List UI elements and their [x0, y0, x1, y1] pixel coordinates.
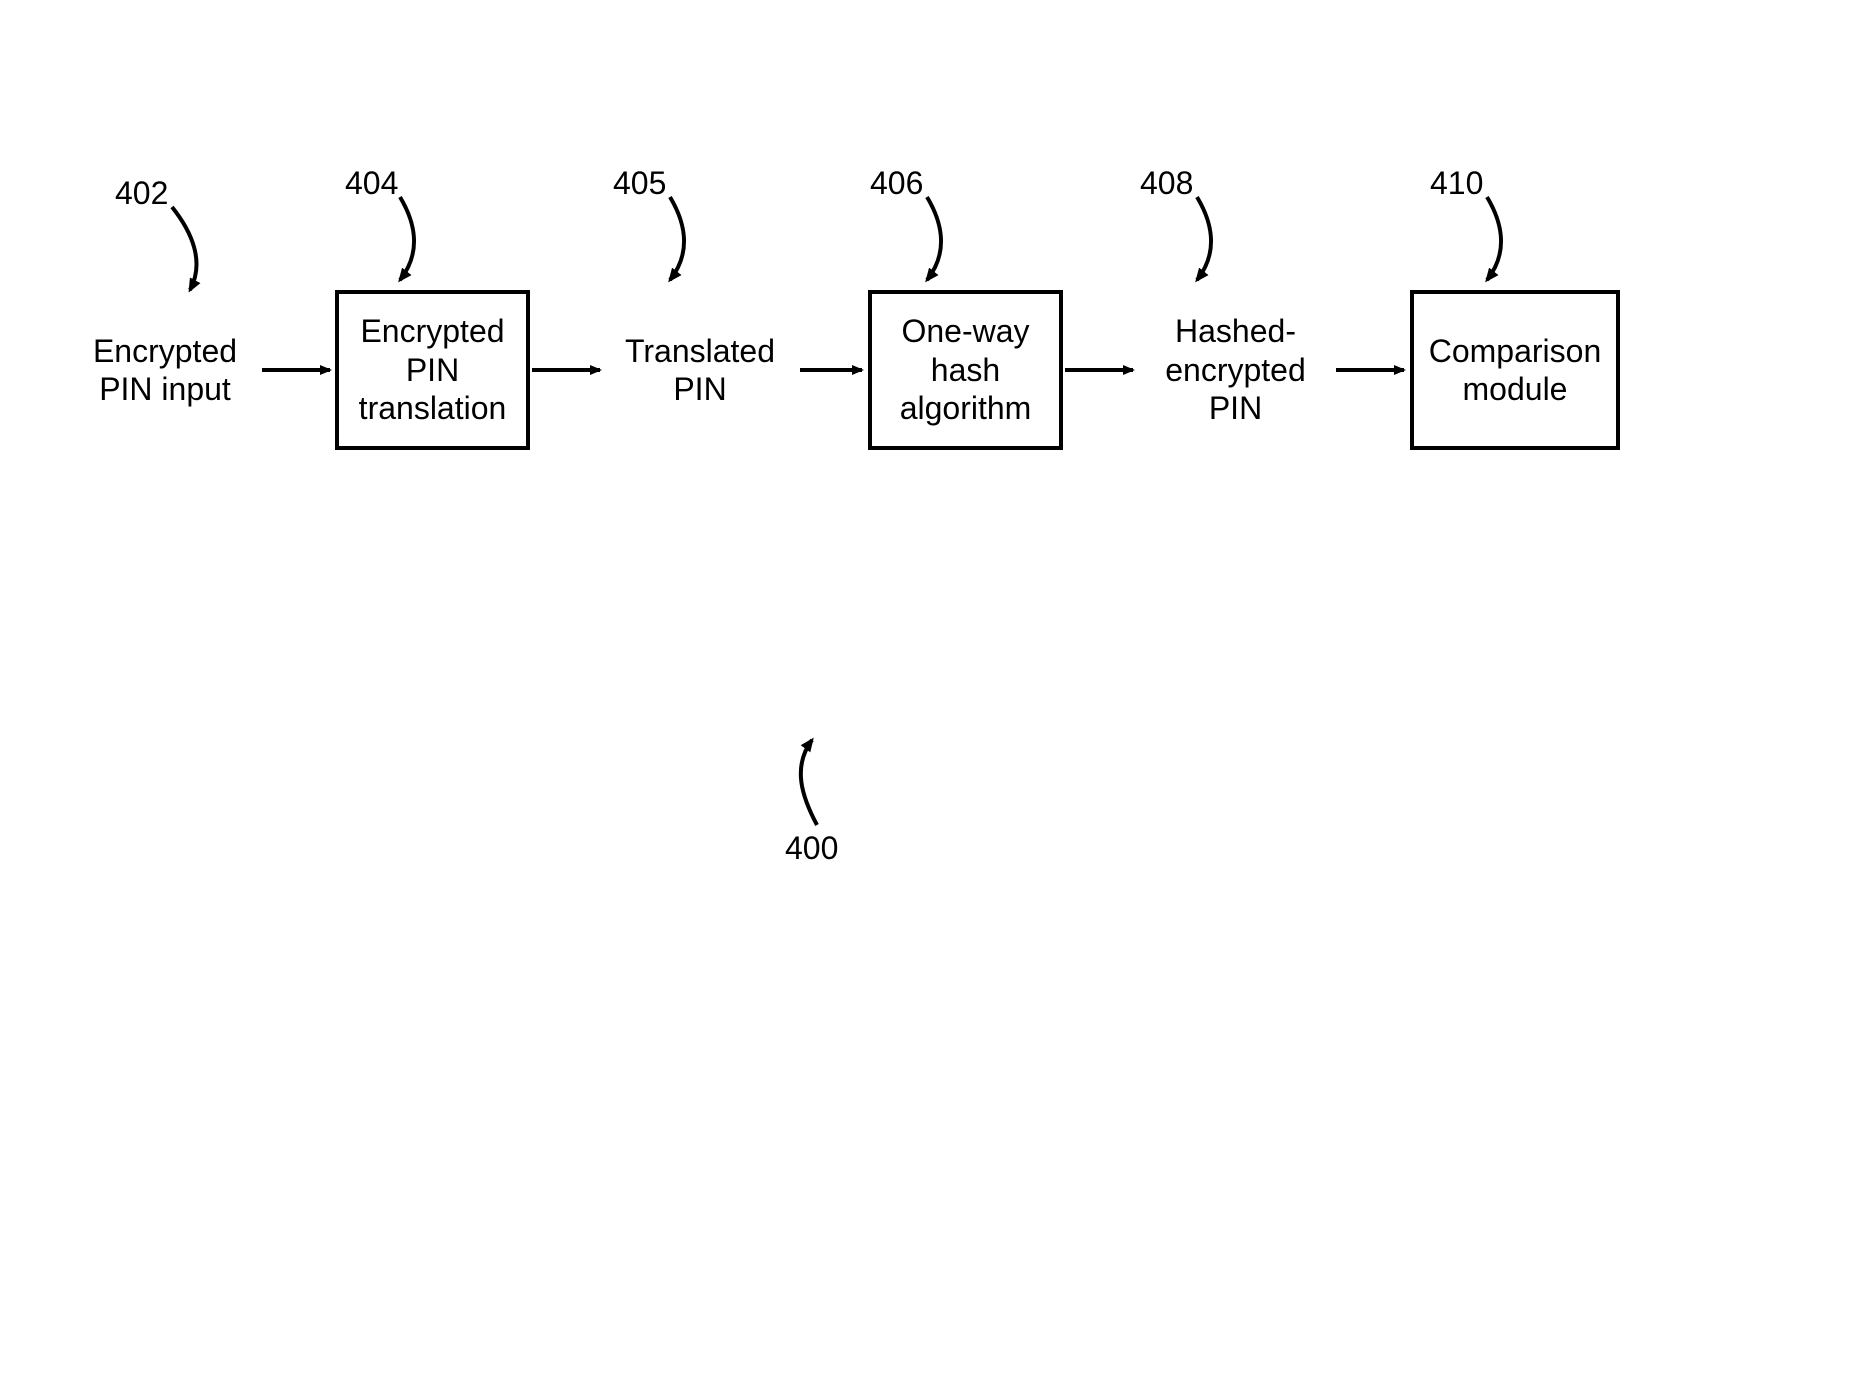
node-n404: Encrypted PIN translation: [335, 290, 530, 450]
ref-number-406: 406: [870, 165, 923, 202]
pointer-404: [400, 197, 414, 280]
pointer-408: [1197, 197, 1211, 280]
ref-number-405: 405: [613, 165, 666, 202]
pointer-410: [1487, 197, 1501, 280]
node-n402: Encrypted PIN input: [70, 320, 260, 420]
pointer-400: [801, 740, 817, 825]
node-n405: Translated PIN: [605, 320, 795, 420]
node-n406: One-way hash algorithm: [868, 290, 1063, 450]
pointer-406: [927, 197, 941, 280]
pointer-402: [172, 207, 197, 290]
diagram-svg-overlay: [0, 0, 1871, 1386]
ref-number-404: 404: [345, 165, 398, 202]
node-n408: Hashed-encrypted PIN: [1138, 310, 1333, 430]
ref-number-400: 400: [785, 830, 838, 867]
ref-number-410: 410: [1430, 165, 1483, 202]
ref-number-408: 408: [1140, 165, 1193, 202]
ref-number-402: 402: [115, 175, 168, 212]
pointer-405: [670, 197, 684, 280]
node-n410: Comparison module: [1410, 290, 1620, 450]
